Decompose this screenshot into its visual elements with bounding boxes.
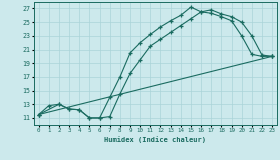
X-axis label: Humidex (Indice chaleur): Humidex (Indice chaleur) — [104, 136, 206, 143]
